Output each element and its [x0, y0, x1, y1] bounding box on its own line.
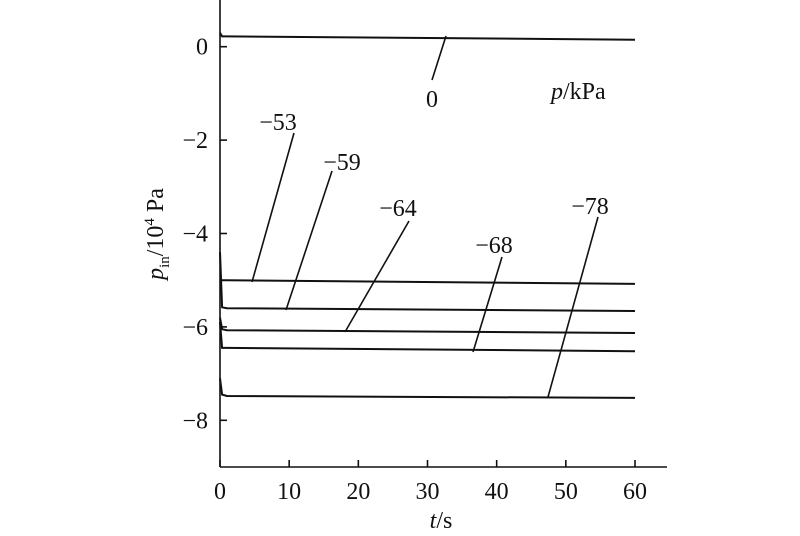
x-axis-label: t/s — [430, 508, 453, 534]
x-tick-label: 50 — [554, 479, 578, 505]
y-tick-label: −4 — [182, 222, 208, 248]
y-tick-label: −2 — [182, 128, 208, 154]
series-label: −59 — [323, 150, 361, 176]
leader-line — [344, 220, 410, 333]
y-tick-label: −6 — [182, 315, 208, 341]
leader-line — [285, 170, 333, 311]
series-labels: 0 −53 −59 −64 −68 −78 — [259, 87, 609, 259]
y-tick-label: −8 — [182, 408, 208, 434]
series-label: 0 — [426, 87, 438, 113]
x-tick-label: 40 — [485, 479, 509, 505]
y-tick-label: 0 — [196, 35, 208, 61]
x-tick-label: 0 — [214, 479, 226, 505]
leader-line — [431, 35, 447, 81]
series-line — [219, 317, 636, 334]
series-label: −64 — [379, 196, 417, 222]
series-label: −53 — [259, 110, 297, 136]
legend-title: p/kPa — [549, 79, 606, 105]
x-tick-label: 20 — [346, 479, 370, 505]
leader-line — [251, 132, 295, 283]
series-line — [219, 378, 636, 399]
series-label: −68 — [475, 233, 513, 259]
leader-lines — [251, 35, 599, 398]
leader-line — [547, 216, 599, 398]
series-line — [220, 279, 636, 285]
x-tick-label: 10 — [277, 479, 301, 505]
series-line — [219, 252, 636, 312]
y-axis-label: pin/104 Pa — [142, 188, 173, 282]
series-line — [219, 322, 636, 353]
leader-line — [472, 256, 503, 353]
series-label: −78 — [571, 194, 609, 220]
x-tick-label: 30 — [416, 479, 440, 505]
series-line — [219, 32, 636, 41]
series-lines — [219, 32, 636, 399]
x-tick-label: 60 — [623, 479, 647, 505]
ticks: 0 10 20 30 40 50 60 0 −2 −4 −6 −8 — [182, 35, 647, 505]
